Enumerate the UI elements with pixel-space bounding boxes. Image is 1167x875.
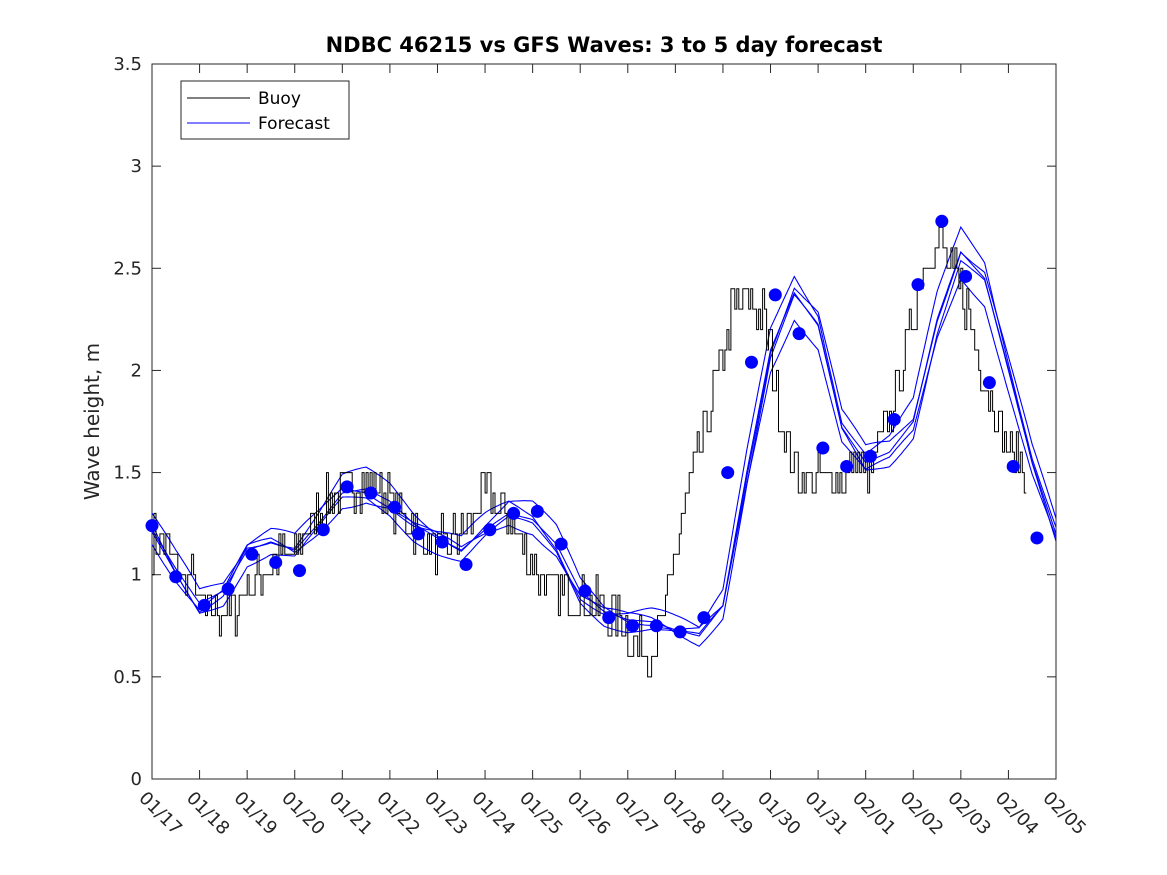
forecast-marker [792, 327, 806, 341]
plot-area [151, 63, 1057, 780]
x-tick-label: 01/28 [658, 788, 710, 840]
legend: Buoy Forecast [180, 80, 350, 140]
forecast-marker [340, 480, 354, 494]
forecast-marker [169, 570, 183, 584]
y-tick-label: 1 [131, 565, 142, 586]
y-tick-label: 2.5 [113, 258, 142, 279]
legend-forecast-label: Forecast [258, 114, 330, 134]
forecast-marker [721, 466, 735, 480]
forecast-marker [863, 449, 877, 463]
forecast-marker [388, 500, 402, 514]
forecast-marker [221, 582, 235, 596]
forecast-marker [483, 523, 497, 537]
x-tick-label: 01/30 [753, 788, 805, 840]
forecast-marker [840, 459, 854, 473]
forecast-marker [602, 611, 616, 625]
x-tick-label: 01/25 [515, 788, 567, 840]
x-tick-label: 01/22 [372, 788, 424, 840]
x-tick-label: 01/24 [468, 788, 520, 840]
forecast-marker [887, 412, 901, 426]
forecast-marker [197, 598, 211, 612]
forecast-marker [626, 619, 640, 633]
x-tick-label: 01/31 [801, 788, 853, 840]
x-tick-label: 01/23 [420, 788, 472, 840]
forecast-marker [1006, 459, 1020, 473]
forecast-marker [578, 584, 592, 598]
x-tick-label: 02/05 [1038, 788, 1090, 840]
y-tick-label: 3.5 [113, 54, 142, 75]
forecast-marker [768, 288, 782, 302]
x-tick-label: 02/02 [896, 788, 948, 840]
x-tick-label: 01/20 [277, 788, 329, 840]
forecast-marker [554, 537, 568, 551]
forecast-marker [1030, 531, 1044, 545]
x-tick-label: 01/18 [182, 788, 234, 840]
forecast-markers [145, 214, 1044, 639]
forecast-marker [292, 564, 306, 578]
x-tick-label: 01/17 [134, 788, 186, 840]
forecast-marker [411, 527, 425, 541]
x-tick-label: 01/27 [610, 788, 662, 840]
forecast-marker [959, 269, 973, 283]
chart-title: NDBC 46215 vs GFS Waves: 3 to 5 day fore… [326, 33, 883, 57]
buoy-line [152, 226, 1027, 678]
forecast-marker [364, 486, 378, 500]
y-tick-label: 3 [131, 156, 142, 177]
x-tick-label: 01/29 [705, 788, 757, 840]
legend-buoy-label: Buoy [258, 89, 301, 109]
x-tick-label: 02/03 [943, 788, 995, 840]
y-tick-label: 0 [131, 769, 142, 790]
forecast-marker [649, 619, 663, 633]
forecast-marker [935, 214, 949, 228]
forecast-marker [673, 625, 687, 639]
y-tick-label: 1.5 [113, 463, 142, 484]
y-tick-label: 2 [131, 360, 142, 381]
forecast-marker [245, 547, 259, 561]
x-tick-label: 01/26 [563, 788, 615, 840]
forecast-marker [816, 441, 830, 455]
forecast-marker [982, 376, 996, 390]
buoy-series [152, 226, 1027, 678]
y-axis-label: Wave height, m [80, 343, 104, 500]
forecast-marker [435, 535, 449, 549]
forecast-marker [530, 504, 544, 518]
x-tick-label: 02/04 [991, 788, 1043, 840]
forecast-marker [744, 355, 758, 369]
forecast-marker [507, 506, 521, 520]
forecast-marker [269, 555, 283, 569]
x-tick-label: 01/19 [230, 788, 282, 840]
x-tick-label: 01/21 [325, 788, 377, 840]
y-axis: 0 0.5 1 1.5 2 2.5 3 3.5 [113, 54, 1056, 790]
y-tick-label: 0.5 [113, 667, 142, 688]
forecast-marker [697, 611, 711, 625]
x-tick-label: 02/01 [848, 788, 900, 840]
forecast-marker [316, 523, 330, 537]
forecast-marker [911, 278, 925, 292]
forecast-marker [459, 558, 473, 571]
forecast-marker [145, 519, 159, 533]
legend-box [180, 80, 350, 140]
